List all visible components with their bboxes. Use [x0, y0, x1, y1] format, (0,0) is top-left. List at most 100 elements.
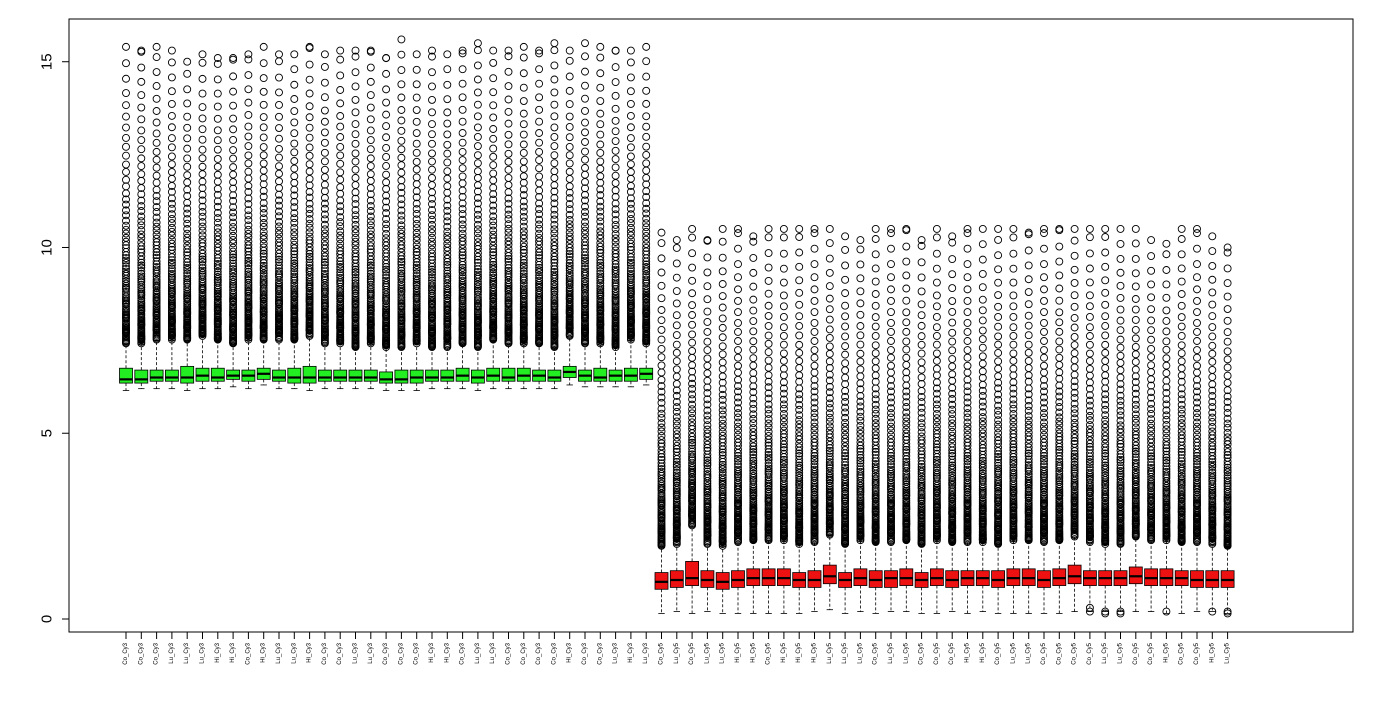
- outlier-point: [229, 253, 238, 262]
- outlier-point: [122, 101, 130, 110]
- outlier-point: [351, 241, 360, 250]
- outlier-point: [366, 280, 375, 289]
- outlier-point: [167, 99, 176, 108]
- outlier-point: [244, 122, 253, 131]
- outlier-point: [382, 314, 391, 323]
- outlier-points: [152, 42, 161, 344]
- outlier-point: [397, 221, 406, 230]
- outlier-point: [290, 209, 299, 218]
- outlier-point: [320, 204, 329, 213]
- outlier-points: [397, 35, 406, 351]
- outlier-point: [351, 249, 360, 258]
- outlier-points: [213, 54, 222, 344]
- outlier-point: [183, 229, 192, 238]
- outlier-point: [382, 262, 391, 271]
- outlier-point: [152, 230, 161, 239]
- outlier-point: [152, 118, 161, 127]
- outlier-point: [122, 229, 130, 238]
- outlier-point: [198, 264, 207, 273]
- outlier-point: [397, 305, 406, 314]
- outlier-point: [229, 208, 238, 217]
- outlier-point: [244, 206, 253, 215]
- outlier-point: [366, 233, 375, 242]
- outlier-point: [336, 133, 345, 141]
- outlier-point: [167, 123, 176, 132]
- outlier-point: [259, 204, 268, 213]
- outlier-point: [229, 278, 238, 286]
- outlier-point: [290, 232, 299, 241]
- outlier-point: [213, 145, 222, 154]
- outlier-point: [382, 143, 391, 152]
- outlier-point: [259, 243, 268, 252]
- outlier-point: [351, 157, 360, 166]
- outlier-point: [290, 270, 299, 279]
- outlier-point: [259, 264, 268, 273]
- outlier-point: [290, 240, 299, 249]
- outlier-point: [336, 99, 345, 108]
- outlier-point: [305, 42, 314, 51]
- outlier-point: [320, 199, 329, 208]
- outlier-point: [336, 247, 345, 256]
- outlier-point: [122, 123, 130, 132]
- outlier-point: [213, 243, 222, 252]
- outlier-point: [366, 136, 375, 145]
- outlier-point: [122, 221, 130, 230]
- outlier-point: [259, 209, 268, 218]
- outlier-point: [336, 218, 345, 227]
- outlier-point: [351, 225, 360, 234]
- outlier-point: [167, 87, 176, 96]
- outlier-point: [137, 266, 146, 275]
- outlier-point: [167, 187, 176, 196]
- outlier-point: [305, 228, 314, 237]
- outlier-point: [198, 196, 207, 205]
- outlier-point: [183, 274, 192, 283]
- outlier-point: [213, 60, 222, 68]
- outlier-points: [259, 42, 268, 344]
- outlier-point: [167, 245, 176, 254]
- outlier-point: [305, 160, 314, 169]
- outlier-point: [275, 280, 283, 289]
- outlier-point: [397, 225, 406, 234]
- outlier-point: [351, 120, 360, 129]
- outlier-point: [244, 71, 253, 79]
- outlier-point: [259, 143, 268, 152]
- outlier-point: [336, 168, 345, 177]
- outlier-point: [305, 133, 314, 142]
- outlier-points: [167, 46, 176, 344]
- outlier-point: [290, 157, 299, 165]
- outlier-point: [152, 251, 161, 260]
- outlier-point: [275, 255, 283, 264]
- outlier-point: [122, 254, 130, 263]
- outlier-point: [198, 218, 207, 227]
- outlier-point: [366, 266, 375, 275]
- outlier-point: [152, 138, 161, 147]
- outlier-point: [320, 260, 329, 269]
- outlier-point: [305, 151, 314, 160]
- outlier-point: [290, 118, 299, 127]
- outlier-point: [351, 233, 360, 242]
- outlier-point: [229, 265, 238, 274]
- outlier-point: [183, 69, 192, 78]
- outlier-point: [397, 216, 406, 225]
- outlier-point: [290, 250, 299, 259]
- outlier-point: [336, 46, 345, 55]
- outlier-point: [275, 73, 283, 82]
- outlier-point: [351, 303, 360, 312]
- outlier-point: [351, 68, 360, 77]
- outlier-point: [183, 266, 192, 274]
- outlier-point: [351, 108, 360, 117]
- outlier-point: [397, 206, 406, 215]
- outlier-point: [229, 218, 238, 227]
- outlier-point: [167, 321, 176, 330]
- outlier-point: [382, 274, 391, 283]
- outlier-point: [244, 225, 253, 234]
- outlier-point: [305, 205, 314, 213]
- outlier-point: [167, 278, 176, 287]
- outlier-point: [137, 233, 146, 242]
- outlier-point: [382, 110, 391, 119]
- outlier-point: [183, 283, 192, 291]
- outlier-point: [366, 103, 375, 112]
- outlier-point: [259, 269, 268, 278]
- outlier-point: [290, 203, 299, 212]
